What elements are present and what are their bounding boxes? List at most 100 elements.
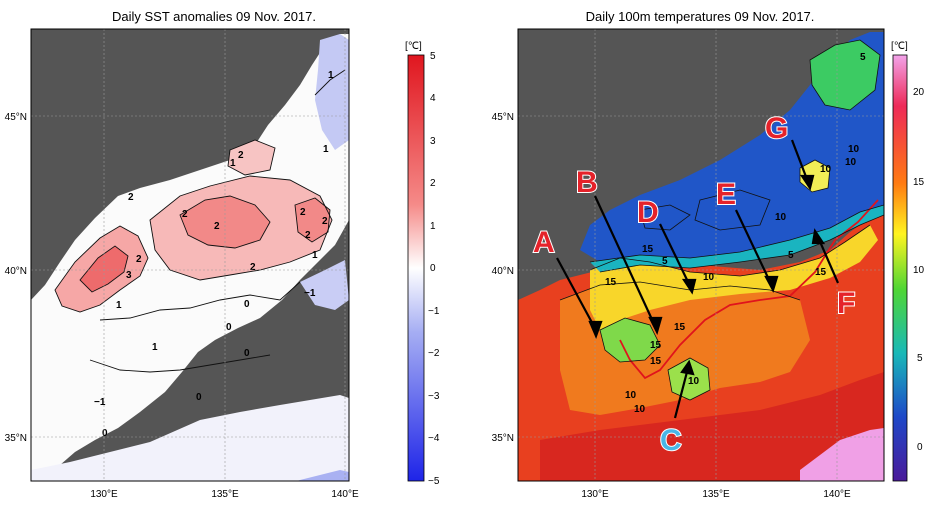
contour-label: 2 xyxy=(136,254,142,265)
cold-eddy-C xyxy=(668,358,710,400)
warm-water-yellow xyxy=(590,225,878,330)
colorbar-tick: −4 xyxy=(428,433,440,444)
contour-label: 2 xyxy=(182,209,188,220)
colorbar-scale xyxy=(407,54,425,482)
contour-label: 10 xyxy=(848,144,860,155)
colorbar-tick: 0 xyxy=(917,442,923,453)
green-west-patch xyxy=(600,318,660,362)
contour-label: 10 xyxy=(688,376,700,387)
contour-label: 1 xyxy=(328,70,334,81)
colorbar-scale xyxy=(892,54,908,482)
annotation-G: G xyxy=(765,112,788,145)
contour-label: 10 xyxy=(625,390,637,401)
colorbar-tick: 15 xyxy=(913,177,925,188)
temperature-colorbar: [℃] 20 15 10 5 0 xyxy=(891,41,925,482)
contour-label: 1 xyxy=(116,300,122,311)
arrow-E-head xyxy=(764,275,779,293)
contour-label: 15 xyxy=(650,340,662,351)
contour-label: 0 xyxy=(244,299,250,310)
lon-label: 135°E xyxy=(702,489,730,500)
cool-anomaly-east xyxy=(300,260,349,310)
cool-anomaly-south xyxy=(250,470,349,481)
contour-label: 15 xyxy=(674,322,686,333)
arrow-C-head xyxy=(680,359,695,376)
arrow-A-head xyxy=(588,320,603,340)
right-map-panel: Daily 100m temperatures 09 Nov. 2017. xyxy=(492,9,925,500)
lon-label: 140°E xyxy=(331,489,359,500)
contour-label: 0 xyxy=(356,72,362,83)
warm-pink-southeast xyxy=(800,428,884,481)
contour-label: 10 xyxy=(845,157,857,168)
contour-label: 2 xyxy=(214,221,220,232)
contour-label: 0 xyxy=(102,428,108,439)
colorbar-tick: −1 xyxy=(428,306,440,317)
annotation-arrows xyxy=(556,139,840,419)
left-map-panel: Daily SST anomalies 09 Nov. 2017. xyxy=(5,9,440,500)
contour-label: 2 xyxy=(238,150,244,161)
contour-label: 10 xyxy=(820,164,832,175)
colorbar-tick: 5 xyxy=(430,51,436,62)
cool-anomaly-northeast xyxy=(315,34,349,150)
arrow-D xyxy=(659,223,691,287)
cyan-band xyxy=(590,205,884,272)
right-contour-labels: 5 10 10 10 5 10 15 15 15 15 15 15 10 10 … xyxy=(605,52,866,415)
warm-anomaly-east xyxy=(295,198,330,242)
anomaly-colorbar: [℃] 5 4 3 2 1 0 −1 −2 −3 −4 −5 xyxy=(405,41,440,487)
lat-label: 35°N xyxy=(492,433,514,444)
colorbar-tick: −3 xyxy=(428,391,440,402)
cold-water-north xyxy=(580,32,884,262)
colorbar-tick: 0 xyxy=(430,263,436,274)
left-contour-labels: 0 1 0 1 1 2 2 2 2 2 2 2 2 2 3 1 1 0 −1 0 xyxy=(94,42,362,439)
arrow-E xyxy=(735,209,772,285)
left-grid xyxy=(31,29,349,481)
annotation-C: C xyxy=(660,424,682,457)
contour-label: 0 xyxy=(226,322,232,333)
contour-label: 0 xyxy=(350,42,356,53)
contour-label: 2 xyxy=(250,262,256,273)
contour-label: 5 xyxy=(788,250,794,261)
contour-label: 15 xyxy=(650,356,662,367)
lon-label: 130°E xyxy=(90,489,118,500)
anomaly-contours xyxy=(54,69,346,373)
right-map-frame xyxy=(517,28,885,482)
arrow-B-head xyxy=(648,316,663,336)
colorbar-tick: 10 xyxy=(913,265,925,276)
colorbar-tick: −5 xyxy=(428,476,440,487)
right-map-title: Daily 100m temperatures 09 Nov. 2017. xyxy=(586,9,815,24)
warm-anomaly-north xyxy=(228,140,275,175)
colorbar-unit: [℃] xyxy=(405,41,422,52)
contour-label: 2 xyxy=(300,207,306,218)
lon-label: 130°E xyxy=(581,489,609,500)
colorbar-unit: [℃] xyxy=(891,41,908,52)
lat-label: 45°N xyxy=(5,112,27,123)
contour-label: 1 xyxy=(312,250,318,261)
arrow-F-head xyxy=(811,228,826,245)
colorbar-tick: −2 xyxy=(428,348,440,359)
contour-label: 3 xyxy=(126,270,132,281)
arrow-F xyxy=(816,236,840,284)
contour-label: 5 xyxy=(662,256,668,267)
annotation-A: A xyxy=(533,226,555,259)
colorbar-tick: 5 xyxy=(917,353,923,364)
contour-label: 10 xyxy=(703,272,715,283)
colorbar-tick: 2 xyxy=(430,178,436,189)
right-grid xyxy=(518,29,884,481)
annotation-B: B xyxy=(576,166,598,199)
lat-label: 45°N xyxy=(492,112,514,123)
kuroshio-south xyxy=(540,372,884,481)
southern-sea xyxy=(31,395,349,481)
contour-label: 1 xyxy=(323,144,329,155)
colorbar-tick: 4 xyxy=(430,93,436,104)
annotation-D: D xyxy=(637,196,659,229)
contour-label: 5 xyxy=(860,52,866,63)
subpolar-front xyxy=(619,199,879,380)
lat-label: 40°N xyxy=(492,266,514,277)
contour-label: 0 xyxy=(196,392,202,403)
arrow-C xyxy=(673,367,690,419)
annotation-E: E xyxy=(716,178,736,211)
contour-label: 15 xyxy=(605,277,617,288)
contour-label: 1 xyxy=(152,342,158,353)
annotation-F: F xyxy=(837,287,855,320)
contour-label: 2 xyxy=(305,230,311,241)
